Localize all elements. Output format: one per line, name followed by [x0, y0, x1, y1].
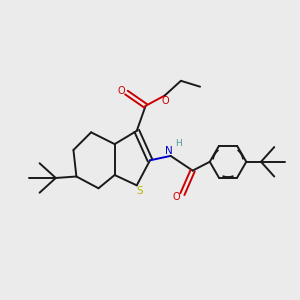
Text: O: O: [162, 96, 170, 106]
Text: H: H: [176, 139, 182, 148]
Text: O: O: [172, 192, 180, 202]
Text: S: S: [136, 186, 143, 196]
Text: N: N: [165, 146, 172, 156]
Text: O: O: [118, 85, 125, 95]
